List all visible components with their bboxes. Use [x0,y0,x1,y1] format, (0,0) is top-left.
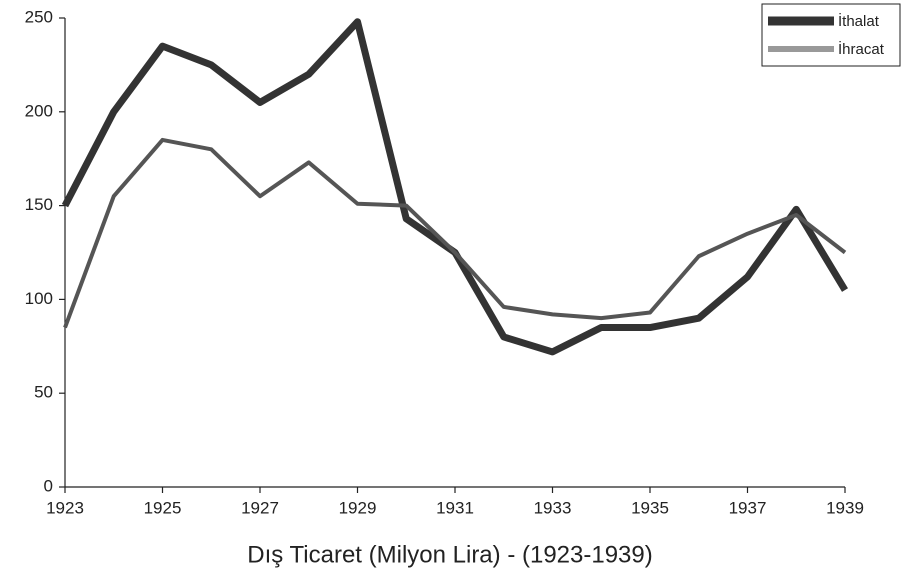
x-tick-label: 1939 [826,498,864,517]
series-line [61,18,848,356]
x-tick-label: 1937 [729,498,767,517]
x-tick-label: 1929 [339,498,377,517]
chart-title: Dış Ticaret (Milyon Lira) - (1923-1939) [247,541,652,568]
legend-label: İthalat [838,12,880,30]
y-tick-label: 50 [34,383,53,402]
legend-label: İhracat [838,40,885,58]
y-tick-label: 250 [25,7,53,26]
legend-box [761,3,901,67]
x-tick-label: 1927 [241,498,279,517]
y-tick-label: 200 [25,101,53,120]
y-tick-label: 150 [25,195,53,214]
x-tick-label: 1925 [144,498,182,517]
x-tick-label: 1923 [46,498,84,517]
x-tick-label: 1935 [631,498,669,517]
x-tick-label: 1931 [436,498,474,517]
y-tick-label: 0 [44,476,53,495]
y-tick-label: 100 [25,289,53,308]
x-tick-label: 1933 [534,498,572,517]
series-line [63,137,847,329]
